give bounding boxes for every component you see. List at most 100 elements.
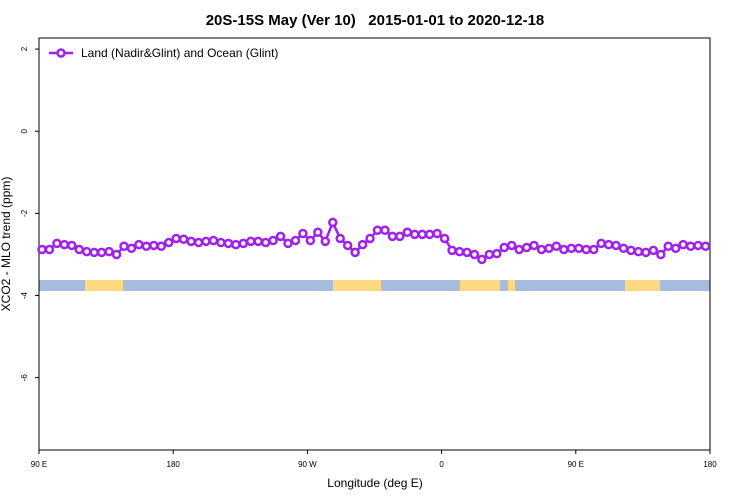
- point: [678, 239, 688, 250]
- point: [59, 239, 70, 250]
- point: [685, 241, 696, 252]
- point: [581, 244, 591, 255]
- point: [439, 233, 450, 244]
- point: [603, 239, 614, 250]
- point: [693, 240, 703, 251]
- point: [633, 246, 644, 257]
- x-tick-label: 180: [703, 460, 717, 469]
- point: [126, 243, 137, 254]
- point: [313, 227, 323, 238]
- land-band: [625, 280, 660, 291]
- point: [350, 247, 360, 258]
- point: [432, 228, 442, 239]
- point: [372, 225, 383, 235]
- point: [163, 237, 174, 248]
- point: [156, 241, 167, 252]
- point: [260, 237, 271, 248]
- point: [327, 217, 338, 228]
- y-tick-label: -4: [20, 291, 29, 299]
- land-band: [85, 280, 123, 291]
- point: [529, 240, 539, 251]
- point: [111, 249, 122, 260]
- land-band: [333, 280, 381, 291]
- point: [402, 227, 413, 238]
- point: [231, 239, 241, 250]
- plot-frame: [38, 37, 711, 451]
- point: [171, 233, 181, 244]
- point: [648, 245, 659, 256]
- point: [574, 243, 584, 254]
- point: [342, 240, 353, 251]
- point: [290, 235, 301, 246]
- point: [67, 240, 77, 251]
- point: [283, 238, 293, 249]
- point: [96, 247, 107, 258]
- point: [544, 243, 554, 254]
- point: [410, 229, 420, 240]
- point: [454, 246, 465, 257]
- point: [424, 229, 435, 240]
- point: [417, 229, 427, 240]
- point: [700, 241, 711, 252]
- point: [499, 242, 509, 253]
- point: [514, 244, 524, 255]
- point: [380, 225, 390, 235]
- point: [641, 247, 651, 258]
- point: [305, 235, 316, 246]
- point: [492, 248, 502, 259]
- point: [521, 242, 532, 253]
- point: [611, 240, 621, 251]
- point: [335, 233, 345, 244]
- point: [395, 231, 405, 242]
- point: [596, 238, 606, 249]
- y-tick-label: 2: [20, 46, 29, 51]
- land-band: [460, 280, 500, 291]
- y-tick-label: 0: [20, 128, 29, 133]
- point: [365, 233, 375, 244]
- surface-mask: [39, 280, 710, 291]
- point: [134, 239, 144, 250]
- chart-title: 20S-15S May (Ver 10) 2015-01-01 to 2020-…: [206, 12, 545, 29]
- point: [119, 241, 129, 252]
- y-axis-label: XCO2 - MLO trend (ppm): [0, 177, 13, 312]
- land-band: [508, 280, 515, 291]
- x-axis-label: Longitude (deg E): [327, 476, 422, 490]
- legend-label: Land (Nadir&Glint) and Ocean (Glint): [81, 46, 278, 60]
- point: [193, 237, 204, 248]
- point: [670, 243, 681, 254]
- point: [387, 231, 398, 242]
- x-tick-label: 180: [167, 460, 181, 469]
- point: [253, 236, 263, 247]
- y-tick-label: -6: [20, 374, 29, 382]
- point: [469, 249, 480, 260]
- point: [551, 241, 562, 252]
- point: [81, 246, 92, 257]
- x-tick-label: 90 W: [298, 460, 317, 469]
- point: [74, 244, 85, 255]
- point: [141, 241, 152, 252]
- point: [178, 234, 189, 245]
- point: [149, 240, 159, 251]
- point: [245, 236, 256, 247]
- point: [208, 235, 219, 246]
- point: [536, 244, 547, 255]
- point: [477, 254, 487, 265]
- point: [656, 249, 666, 260]
- point: [618, 243, 629, 254]
- point: [275, 231, 286, 242]
- point: [462, 247, 472, 258]
- point: [626, 245, 636, 256]
- x-tick-label: 90 E: [568, 460, 584, 469]
- point: [484, 249, 495, 260]
- point: [223, 238, 234, 249]
- point: [104, 246, 114, 257]
- point: [588, 244, 599, 255]
- y-tick-label: -2: [20, 209, 29, 217]
- point: [268, 235, 278, 246]
- point: [89, 247, 99, 258]
- point: [44, 244, 55, 255]
- point: [320, 236, 331, 247]
- point: [238, 238, 249, 249]
- x-tick-label: 90 E: [31, 460, 47, 469]
